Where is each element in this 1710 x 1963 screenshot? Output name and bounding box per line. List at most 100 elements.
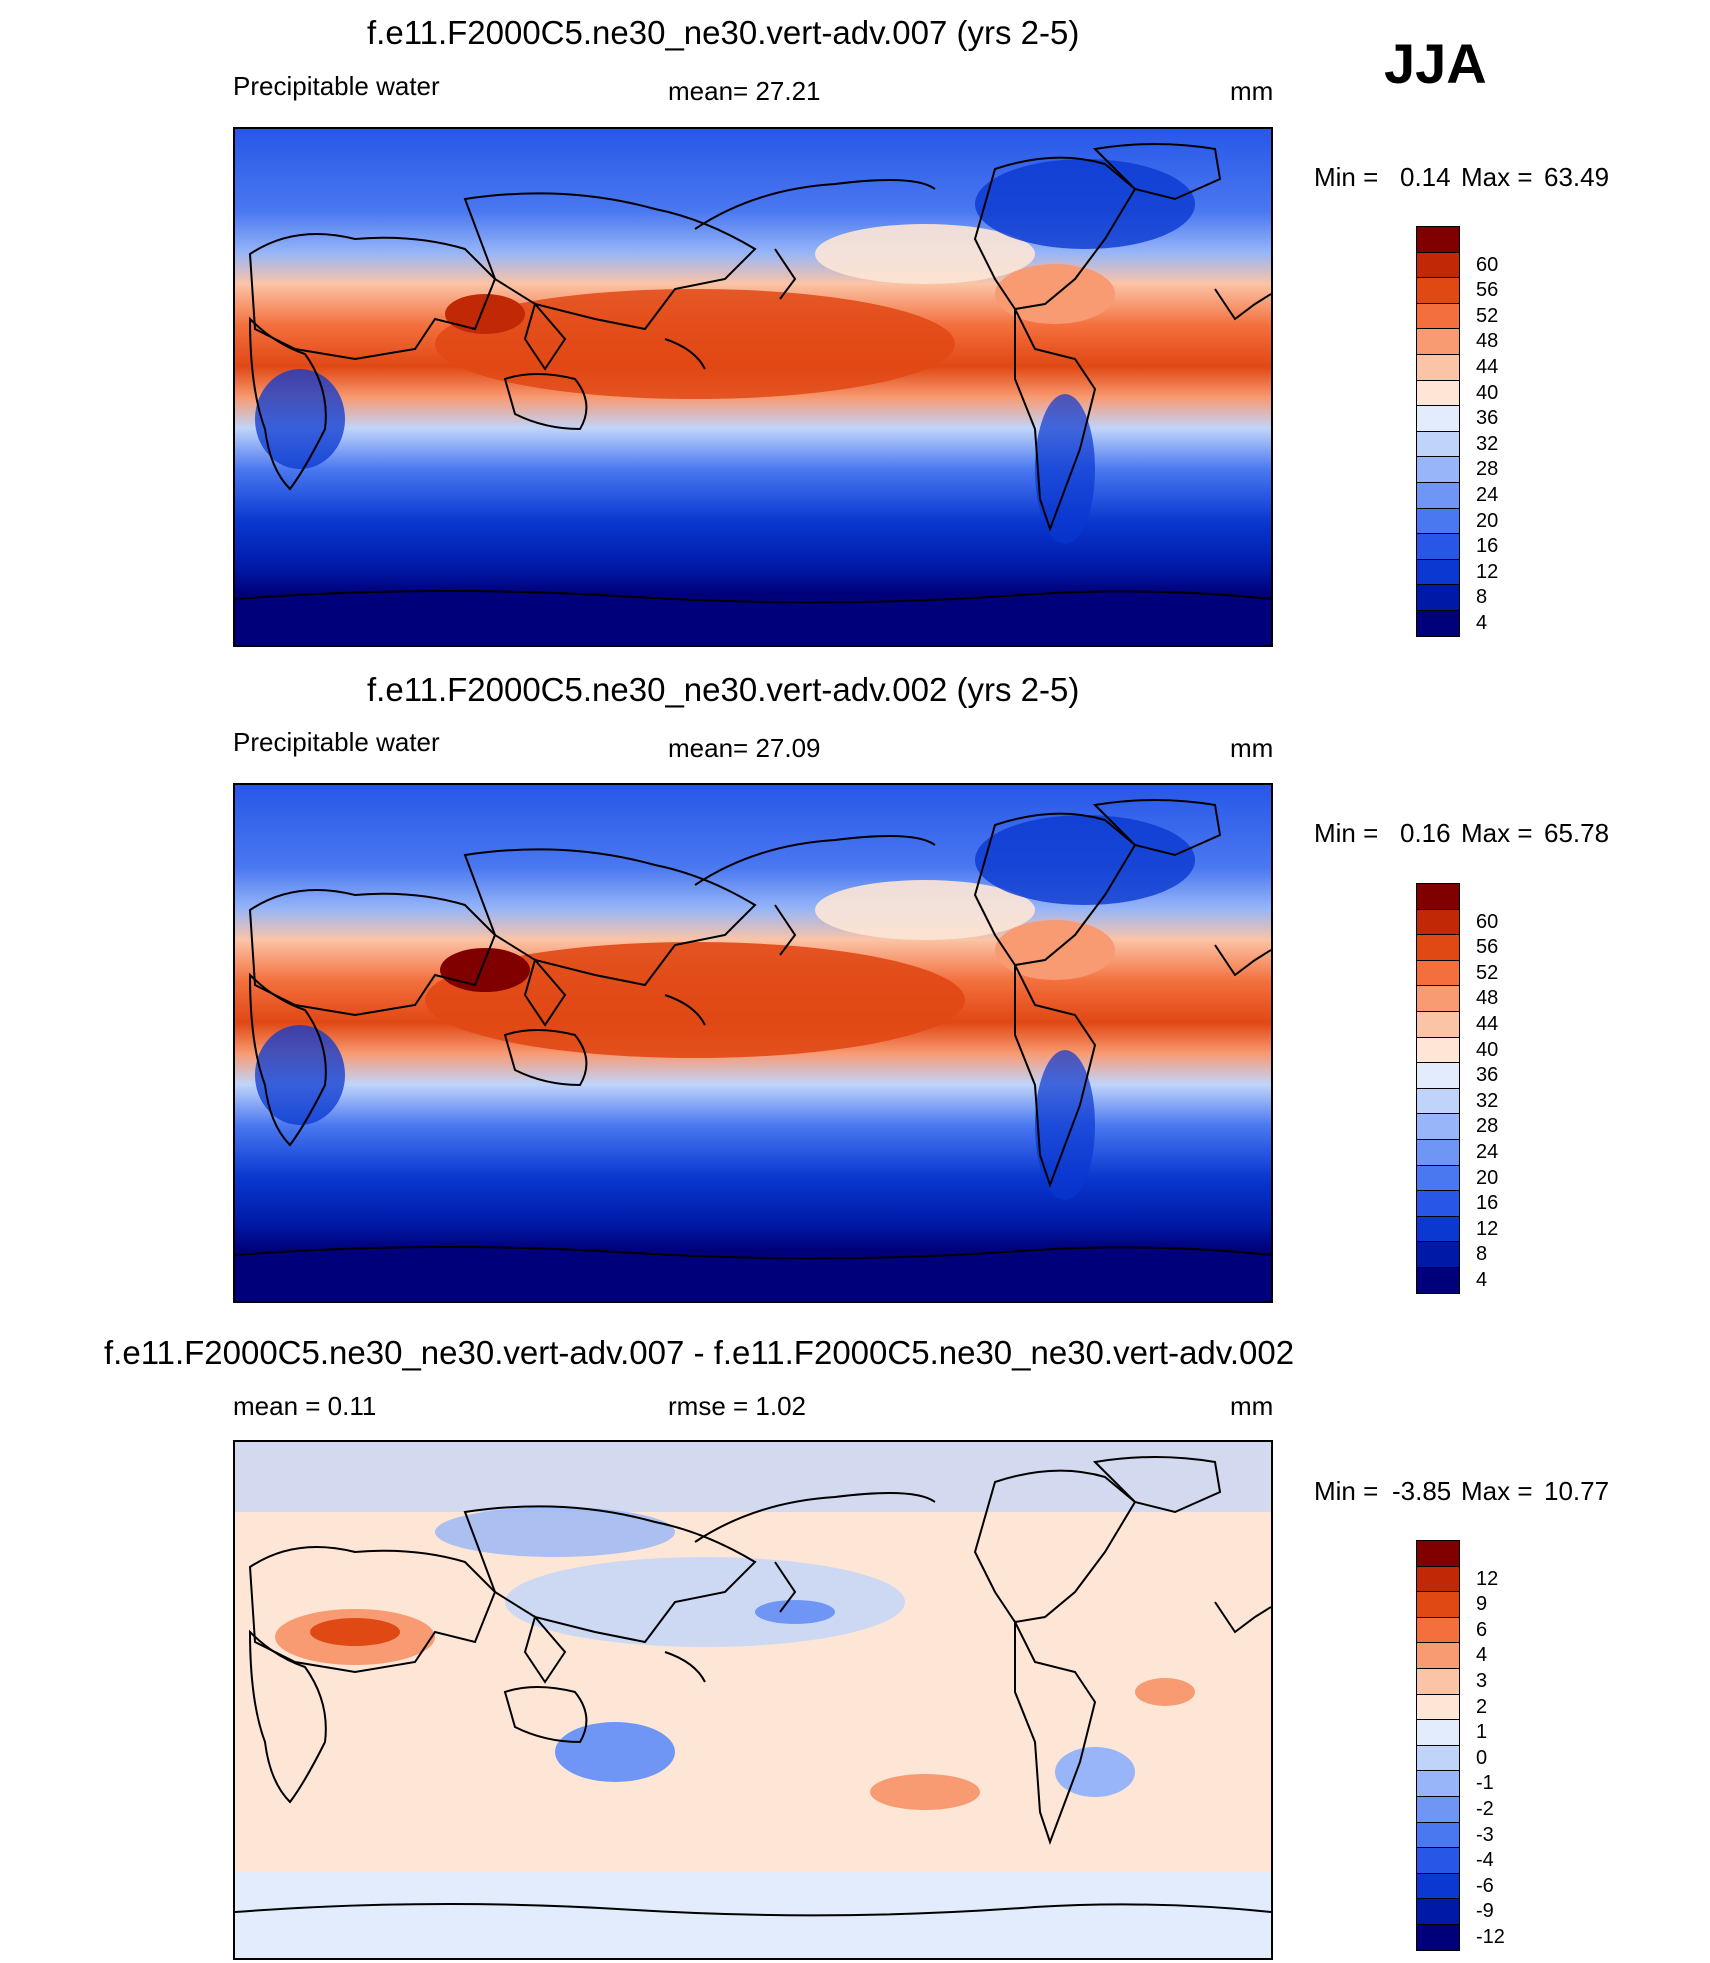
colorbar-swatch: [1416, 1164, 1460, 1192]
colorbar-tick-label: 9: [1476, 1593, 1488, 1616]
colorbar-swatch: [1416, 610, 1460, 637]
colorbar-tick-label: 44: [1476, 1013, 1499, 1035]
panel-3-title: f.e11.F2000C5.ne30_ne30.vert-adv.007 - f…: [104, 1334, 1295, 1371]
colorbar-swatch: [1416, 1872, 1460, 1900]
colorbar-swatch: [1416, 533, 1460, 560]
colorbar-swatch: [1416, 959, 1460, 987]
colorbar-swatch: [1416, 430, 1460, 458]
panel-3-colorbar: -12 -9 -6 -4 -3 -2 -1 0 1 2 3 4 6 9 12: [1416, 1540, 1505, 1951]
colorbar-tick-label: 60: [1476, 253, 1499, 276]
colorbar-swatch: [1416, 1744, 1460, 1772]
panel-1-max-value: 63.49: [1544, 162, 1610, 192]
panel-2-max-value: 65.78: [1544, 818, 1610, 848]
panel-1-map: [233, 127, 1273, 647]
colorbar-tick-label: 8: [1476, 586, 1488, 609]
panel-3-max-value: 10.77: [1544, 1476, 1610, 1506]
panel-3-rmse-label: rmse = 1.02: [668, 1391, 807, 1421]
colorbar-swatch: [1416, 1062, 1460, 1089]
colorbar-swatch: [1416, 1565, 1460, 1593]
colorbar-swatch: [1416, 1924, 1460, 1951]
panel-2-mean-label: mean= 27.09: [668, 733, 821, 763]
colorbar-swatch: [1416, 1215, 1460, 1243]
colorbar-tick-label: 52: [1476, 961, 1499, 984]
colorbar-tick-label: -2: [1476, 1798, 1494, 1820]
colorbar-tick-label: 6: [1476, 1618, 1488, 1641]
colorbar-tick-label: 16: [1476, 1192, 1499, 1215]
panel-1-mean-label: mean= 27.21: [668, 76, 821, 106]
panel-3-units: mm: [1230, 1391, 1274, 1421]
colorbar-tick-label: 48: [1476, 987, 1499, 1010]
colorbar-tick-label: -1: [1476, 1772, 1494, 1795]
panel-3-map-svg: [235, 1442, 1271, 1958]
colorbar-swatch: [1416, 1693, 1460, 1721]
colorbar-tick-label: -6: [1476, 1874, 1494, 1897]
panel-3-mean-label: mean = 0.11: [233, 1391, 377, 1421]
colorbar-swatch: [1416, 226, 1460, 253]
colorbar-swatch: [1416, 1113, 1460, 1140]
panel-3-min-value: -3.85: [1392, 1476, 1452, 1506]
colorbar-tick-label: -12: [1476, 1926, 1505, 1948]
panel-2-units: mm: [1230, 733, 1274, 763]
colorbar-tick-label: 20: [1476, 1166, 1499, 1189]
panel-2-map: [233, 783, 1273, 1303]
colorbar-tick-label: 56: [1476, 936, 1499, 959]
colorbar-swatch: [1416, 277, 1460, 304]
colorbar-swatch: [1416, 1540, 1460, 1567]
panel-3-min-label: Min =: [1314, 1476, 1379, 1506]
colorbar-swatch: [1416, 1190, 1460, 1217]
colorbar-tick-label: 40: [1476, 381, 1499, 404]
colorbar-tick-label: 60: [1476, 910, 1499, 933]
panel-2-max-label: Max =: [1461, 818, 1533, 848]
panel-2-colorbar: 4 8 12 16 20 24 28 32 36 40 44 48 52 56 60: [1416, 883, 1498, 1294]
panel-2-title: f.e11.F2000C5.ne30_ne30.vert-adv.002 (yr…: [367, 671, 1080, 708]
colorbar-swatch: [1416, 354, 1460, 381]
colorbar-tick-label: 12: [1476, 1217, 1499, 1240]
colorbar-swatch: [1416, 1087, 1460, 1115]
colorbar-swatch: [1416, 379, 1460, 407]
colorbar-swatch: [1416, 1668, 1460, 1695]
colorbar-tick-label: 0: [1476, 1746, 1488, 1769]
panel-1-map-svg: [235, 129, 1271, 645]
colorbar-swatch: [1416, 1770, 1460, 1797]
colorbar-swatch: [1416, 507, 1460, 535]
colorbar-swatch: [1416, 1139, 1460, 1166]
colorbar-tick-label: 16: [1476, 535, 1499, 558]
colorbar-swatch: [1416, 584, 1460, 611]
colorbar-tick-label: 48: [1476, 330, 1499, 353]
panel-3-map: [233, 1440, 1273, 1960]
colorbar-tick-label: 4: [1476, 612, 1488, 634]
colorbar-tick-label: 8: [1476, 1243, 1488, 1266]
panel-1-max-label: Max =: [1461, 162, 1533, 192]
colorbar-swatch: [1416, 934, 1460, 961]
colorbar-swatch: [1416, 985, 1460, 1012]
colorbar-tick-label: 2: [1476, 1695, 1488, 1718]
colorbar-swatch: [1416, 328, 1460, 355]
colorbar-swatch: [1416, 405, 1460, 432]
colorbar-swatch: [1416, 1036, 1460, 1064]
colorbar-swatch: [1416, 908, 1460, 936]
panel-2-min-value: 0.16: [1400, 818, 1451, 848]
colorbar-tick-label: 1: [1476, 1721, 1488, 1744]
season-label: JJA: [1384, 32, 1487, 95]
panel-1-variable-label: Precipitable water: [233, 71, 440, 101]
colorbar-swatch: [1416, 1267, 1460, 1294]
colorbar-tick-label: 24: [1476, 1141, 1499, 1163]
colorbar-swatch: [1416, 883, 1460, 910]
colorbar-tick-label: 20: [1476, 509, 1499, 532]
colorbar-swatch: [1416, 1591, 1460, 1618]
panel-3-max-label: Max =: [1461, 1476, 1533, 1506]
colorbar-tick-label: 28: [1476, 1115, 1499, 1138]
colorbar-swatch: [1416, 456, 1460, 483]
colorbar-tick-label: -4: [1476, 1849, 1494, 1872]
colorbar-tick-label: 52: [1476, 304, 1499, 327]
colorbar-tick-label: 3: [1476, 1670, 1488, 1692]
colorbar-swatch: [1416, 1642, 1460, 1669]
panel-1-title: f.e11.F2000C5.ne30_ne30.vert-adv.007 (yr…: [367, 14, 1080, 51]
panel-1-min-label: Min =: [1314, 162, 1379, 192]
colorbar-tick-label: 4: [1476, 1269, 1488, 1291]
colorbar-swatch: [1416, 1719, 1460, 1746]
colorbar-swatch: [1416, 1847, 1460, 1874]
colorbar-swatch: [1416, 558, 1460, 586]
colorbar-tick-label: -9: [1476, 1900, 1494, 1923]
colorbar-tick-label: 28: [1476, 458, 1499, 481]
